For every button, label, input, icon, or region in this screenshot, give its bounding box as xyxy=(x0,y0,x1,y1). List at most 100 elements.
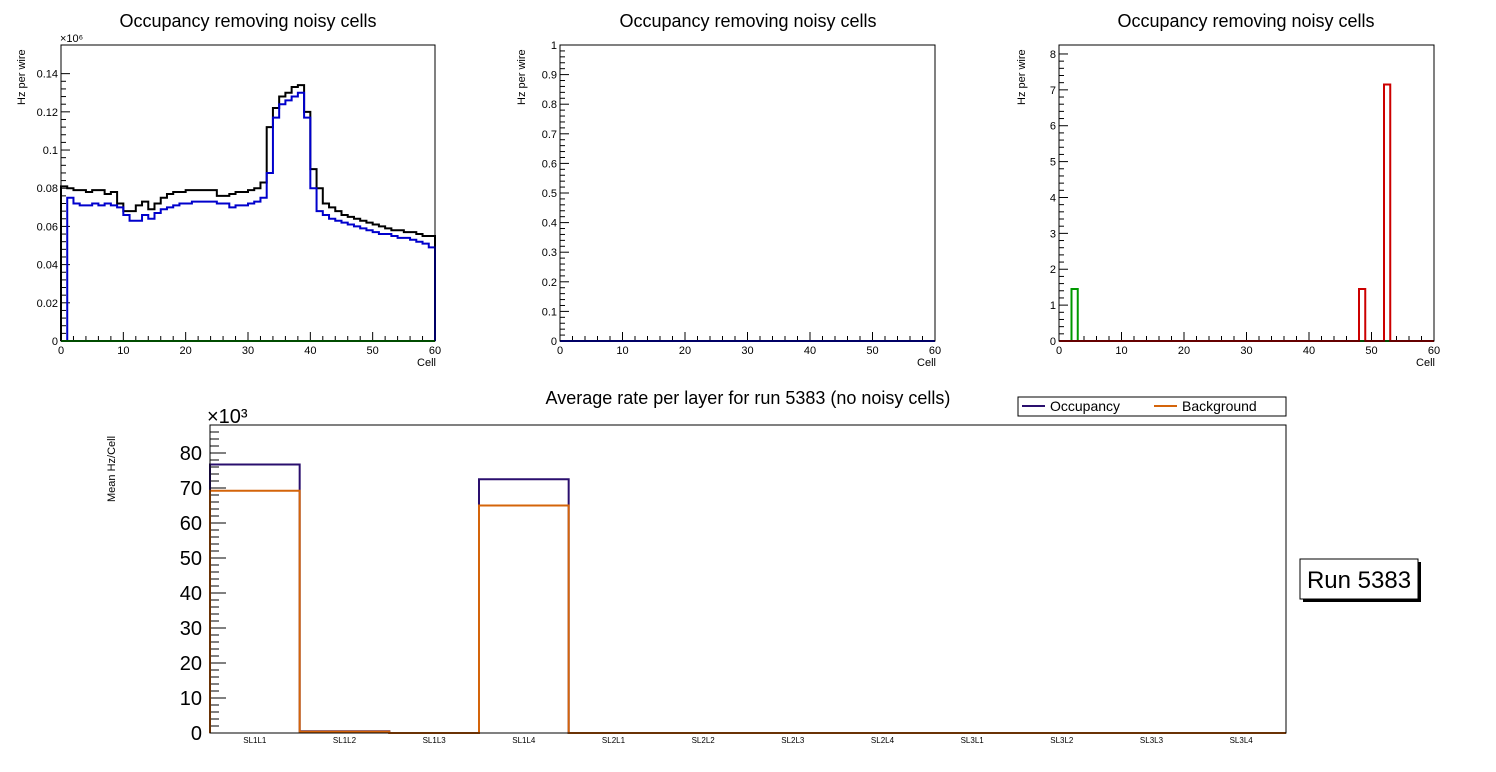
category-label: SL1L2 xyxy=(333,736,357,745)
panel-4-ylabel: Mean Hz/Cell xyxy=(106,436,118,502)
y-tick-label: 80 xyxy=(180,443,202,465)
series-red xyxy=(1059,83,1434,342)
panel-3-xlabel: Cell xyxy=(1416,357,1435,369)
y-tick-label: 0 xyxy=(551,336,557,348)
x-tick-label: 50 xyxy=(367,345,379,357)
category-label: SL2L4 xyxy=(871,736,895,745)
y-tick-label: 0.02 xyxy=(37,298,58,310)
category-label: SL1L3 xyxy=(423,736,447,745)
y-tick-label: 0.9 xyxy=(542,70,557,82)
x-tick-label: 60 xyxy=(429,345,441,357)
y-tick-label: 0.6 xyxy=(542,158,557,170)
series-occupancy xyxy=(209,463,1286,734)
panel-4-title: Average rate per layer for run 5383 (no … xyxy=(546,388,951,408)
x-tick-label: 0 xyxy=(1056,345,1062,357)
y-tick-label: 0 xyxy=(52,336,58,348)
y-tick-label: 6 xyxy=(1050,121,1056,133)
panel-1-exponent: ×10⁶ xyxy=(60,33,83,45)
x-tick-label: 60 xyxy=(929,345,941,357)
y-tick-label: 0.1 xyxy=(542,306,557,318)
category-label: SL2L1 xyxy=(602,736,626,745)
x-tick-label: 60 xyxy=(1428,345,1440,357)
panel-1-ylabel: Hz per wire xyxy=(16,49,28,105)
y-tick-label: 40 xyxy=(180,583,202,605)
run-label-box: Run 5383 xyxy=(1299,558,1421,602)
y-tick-label: 1 xyxy=(1050,300,1056,312)
series-blue xyxy=(61,91,436,342)
category-label: SL1L4 xyxy=(512,736,536,745)
x-tick-label: 50 xyxy=(1365,345,1377,357)
panel-2-title: Occupancy removing noisy cells xyxy=(619,11,876,31)
y-tick-label: 0.7 xyxy=(542,129,557,141)
legend-background-label: Background xyxy=(1182,398,1257,414)
y-tick-label: 0.04 xyxy=(37,260,58,272)
y-tick-label: 20 xyxy=(180,653,202,675)
y-tick-label: 7 xyxy=(1050,85,1056,97)
y-tick-label: 0.1 xyxy=(43,145,58,157)
x-tick-label: 0 xyxy=(557,345,563,357)
panel-2-marks: 0 10 20 30 40 50 60 0 0.1 0.2 0.3 0.4 0.5 0.6 0.7 0.8 0.… xyxy=(542,40,941,357)
panel-4-exponent: ×10³ xyxy=(207,406,248,428)
y-tick-label: 50 xyxy=(180,548,202,570)
category-label: SL3L4 xyxy=(1230,736,1254,745)
series-black xyxy=(60,84,436,341)
panel-4-frame xyxy=(209,424,1287,734)
y-tick-label: 0.8 xyxy=(542,99,557,111)
x-tick-label: 20 xyxy=(1178,345,1190,357)
y-tick-label: 10 xyxy=(180,688,202,710)
y-tick-label: 8 xyxy=(1050,49,1056,61)
panel-3-marks: 0 10 20 30 40 50 60 0 1 2 3 4 5 6 7 8 xyxy=(1050,49,1440,357)
y-tick-label: 0.5 xyxy=(542,188,557,200)
y-tick-label: 0.2 xyxy=(542,277,557,289)
x-tick-label: 30 xyxy=(741,345,753,357)
panel-2-xlabel: Cell xyxy=(917,357,936,369)
panel-4-marks: 0 10 20 30 40 50 60 70 80 SL1L1 SL1L2 SL1L3 SL1L4 SL2… xyxy=(180,424,1286,745)
panel-3-frame xyxy=(1058,44,1435,342)
y-tick-label: 70 xyxy=(180,478,202,500)
y-tick-label: 3 xyxy=(1050,228,1056,240)
x-tick-label: 10 xyxy=(117,345,129,357)
legend-box xyxy=(1017,396,1287,417)
y-tick-label: 0.08 xyxy=(37,183,58,195)
y-tick-label: 0 xyxy=(1050,336,1056,348)
series-background xyxy=(209,489,1286,734)
y-tick-label: 0.3 xyxy=(542,247,557,259)
y-tick-label: 0.12 xyxy=(37,107,58,119)
panel-bottom: Average rate per layer for run 5383 (no … xyxy=(106,388,1421,745)
y-tick-label: 60 xyxy=(180,513,202,535)
category-label: SL3L3 xyxy=(1140,736,1164,745)
y-tick-label: 2 xyxy=(1050,264,1056,276)
panel-2-frame xyxy=(559,44,936,342)
x-tick-label: 40 xyxy=(804,345,816,357)
x-tick-label: 20 xyxy=(180,345,192,357)
x-tick-label: 30 xyxy=(242,345,254,357)
y-tick-label: 0.14 xyxy=(37,69,58,81)
category-label: SL3L1 xyxy=(961,736,985,745)
x-tick-label: 50 xyxy=(866,345,878,357)
category-label: SL2L3 xyxy=(781,736,805,745)
x-tick-label: 10 xyxy=(616,345,628,357)
panel-2-ylabel: Hz per wire xyxy=(516,49,528,105)
legend: Occupancy Background xyxy=(1017,396,1287,417)
y-tick-label: 4 xyxy=(1050,192,1056,204)
x-tick-label: 40 xyxy=(1303,345,1315,357)
panel-3-ylabel: Hz per wire xyxy=(1016,49,1028,105)
panel-1-title: Occupancy removing noisy cells xyxy=(119,11,376,31)
panel-1-xlabel: Cell xyxy=(417,357,436,369)
category-label: SL1L1 xyxy=(243,736,267,745)
panel-1-marks: 0 10 20 30 40 50 60 0 0.02 0.04 0.06 0.08 0.1 0.12 0.1… xyxy=(37,69,442,357)
y-tick-label: 0.4 xyxy=(542,218,557,230)
panel-1-frame xyxy=(60,44,436,342)
run-label-frame xyxy=(1299,558,1419,600)
run-label-text: Run 5383 xyxy=(1307,567,1411,594)
x-tick-label: 10 xyxy=(1115,345,1127,357)
panel-top-left: Occupancy removing noisy cells Hz per wi… xyxy=(16,11,441,369)
panel-3-title: Occupancy removing noisy cells xyxy=(1117,11,1374,31)
panel-top-middle: Occupancy removing noisy cells Hz per wi… xyxy=(516,11,941,369)
legend-occupancy-label: Occupancy xyxy=(1050,398,1120,414)
category-label: SL3L2 xyxy=(1050,736,1074,745)
x-tick-label: 40 xyxy=(304,345,316,357)
x-tick-label: 20 xyxy=(679,345,691,357)
x-tick-label: 30 xyxy=(1240,345,1252,357)
